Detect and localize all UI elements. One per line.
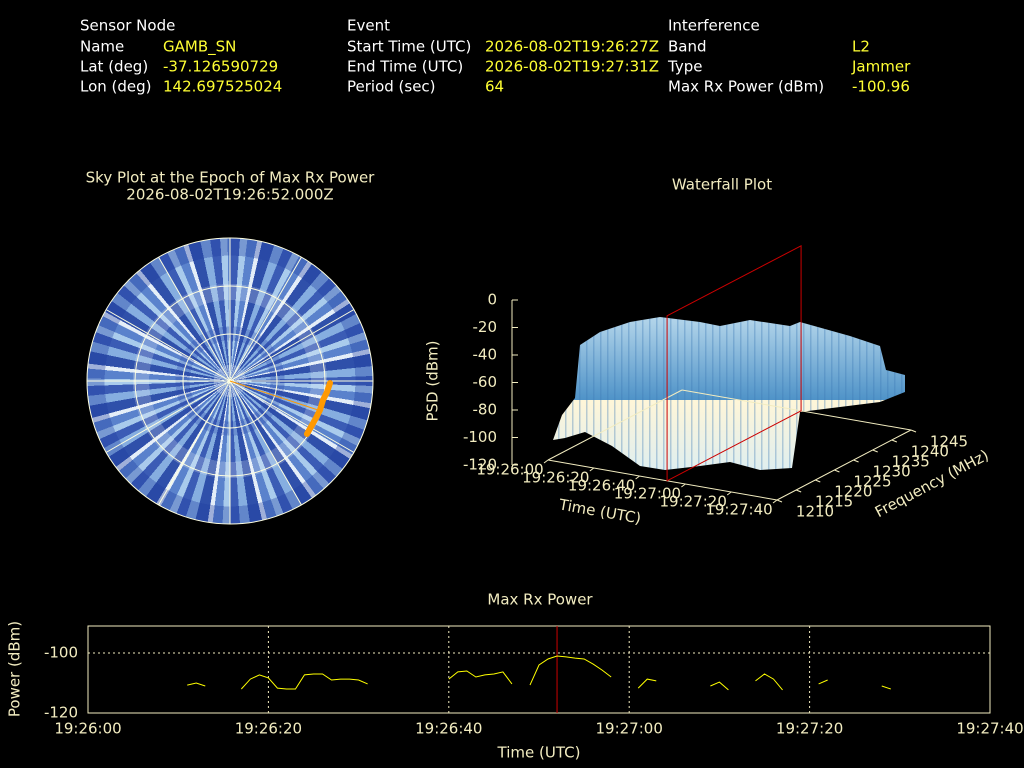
y-tick-label: -120 — [44, 704, 78, 722]
y-tick — [891, 439, 898, 443]
y-tick-label: 1235 — [892, 453, 930, 471]
x-tick — [772, 499, 778, 504]
field-label: End Time (UTC) — [347, 58, 463, 76]
z-axis-label: PSD (dBm) — [424, 340, 442, 421]
power-line — [187, 655, 891, 691]
y-axis-label: Power (dBm) — [6, 621, 24, 717]
x-tick — [681, 483, 686, 488]
y-tick — [872, 449, 878, 453]
field-label: Type — [667, 58, 702, 76]
x-tick-label: 19:27:00 — [614, 485, 681, 503]
y-axis — [776, 429, 912, 501]
field-value: Jammer — [851, 58, 911, 76]
y-tick-label: 1215 — [815, 493, 853, 511]
x-axis-label: Time (UTC) — [497, 744, 581, 762]
chart-title: Max Rx Power — [487, 591, 593, 609]
y-tick — [795, 489, 802, 493]
field-value: 142.697525024 — [163, 78, 282, 96]
y-tick-label: 1210 — [796, 503, 834, 521]
y-tick — [776, 499, 783, 503]
x-tick — [726, 491, 732, 496]
y-tick — [834, 469, 840, 473]
x-tick-label: 19:27:00 — [596, 720, 663, 738]
x-tick — [589, 467, 595, 472]
z-tick-label: 0 — [487, 291, 497, 309]
x-tick-label: 19:27:40 — [956, 720, 1023, 738]
x-axis — [547, 459, 778, 501]
back-axis — [547, 389, 683, 461]
field-label: Start Time (UTC) — [347, 38, 471, 56]
y-tick-label: 1220 — [834, 483, 872, 501]
epoch-plane — [666, 244, 802, 482]
x-tick — [635, 475, 640, 480]
field-value: 2026-08-02T19:26:27Z — [485, 38, 659, 56]
section-title: Interference — [668, 17, 760, 35]
field-value: 64 — [485, 78, 504, 96]
field-label: Lon (deg) — [80, 78, 152, 96]
z-tick-label: -40 — [473, 346, 498, 364]
max-power-plot: Max Rx Power 19:26:00 19:26:20 19:26:40 19:2… — [6, 591, 1024, 762]
x-tick-label: 19:27:40 — [705, 501, 772, 519]
header: Sensor Node Name GAMB_SN Lat (deg) -37.12659… — [80, 17, 911, 96]
field-label: Max Rx Power (dBm) — [668, 78, 824, 96]
z-tick-label: -60 — [473, 373, 498, 391]
field-label: Period (sec) — [347, 78, 436, 96]
field-value: L2 — [852, 38, 870, 56]
field-value: -100.96 — [852, 78, 910, 96]
z-tick-label: -120 — [463, 456, 497, 474]
field-label: Name — [80, 38, 124, 56]
field-value: -37.126590729 — [163, 58, 278, 76]
field-value: GAMB_SN — [163, 38, 236, 57]
sky-plot: Sky Plot at the Epoch of Max Rx Power202… — [86, 169, 376, 204]
z-tick-label: -20 — [473, 318, 498, 336]
x-tick-label: 19:26:20 — [235, 720, 302, 738]
x-tick-label: 19:26:40 — [568, 477, 635, 495]
y-tick-label: 1240 — [911, 443, 949, 461]
chart-title: Sky Plot at the Epoch of Max Rx Power — [86, 169, 376, 187]
sky-track — [229, 380, 333, 437]
z-tick-label: -80 — [473, 401, 498, 419]
y-tick-label: 1230 — [872, 463, 910, 481]
x-tick-label: 19:27:20 — [776, 720, 843, 738]
y-tick — [910, 429, 917, 433]
field-label: Band — [668, 38, 707, 56]
x-tick-label: 19:26:40 — [415, 720, 482, 738]
section-title: Sensor Node — [80, 17, 175, 35]
x-tick-label: 19:26:00 — [54, 720, 121, 738]
section-title: Event — [347, 17, 390, 35]
chart-subtitle: 2026-08-02T19:26:52.000Z — [126, 186, 333, 204]
y-tick-label: -100 — [44, 644, 78, 662]
field-label: Lat (deg) — [80, 58, 148, 76]
x-tick — [543, 459, 549, 464]
chart-title: Waterfall Plot — [672, 176, 772, 194]
x-tick-label: 19:26:20 — [522, 469, 589, 487]
field-value: 2026-08-02T19:27:31Z — [485, 58, 659, 76]
y-tick — [815, 479, 821, 483]
y-tick-label: 1225 — [853, 473, 891, 491]
plot-frame — [87, 625, 991, 714]
y-tick-label: 1245 — [930, 433, 968, 451]
z-tick-label: -100 — [463, 428, 497, 446]
y-tick — [853, 459, 859, 463]
x-tick-label: 19:26:00 — [476, 461, 543, 479]
back-axis — [681, 389, 912, 431]
surface — [553, 317, 905, 470]
x-tick-label: 19:27:20 — [660, 493, 727, 511]
